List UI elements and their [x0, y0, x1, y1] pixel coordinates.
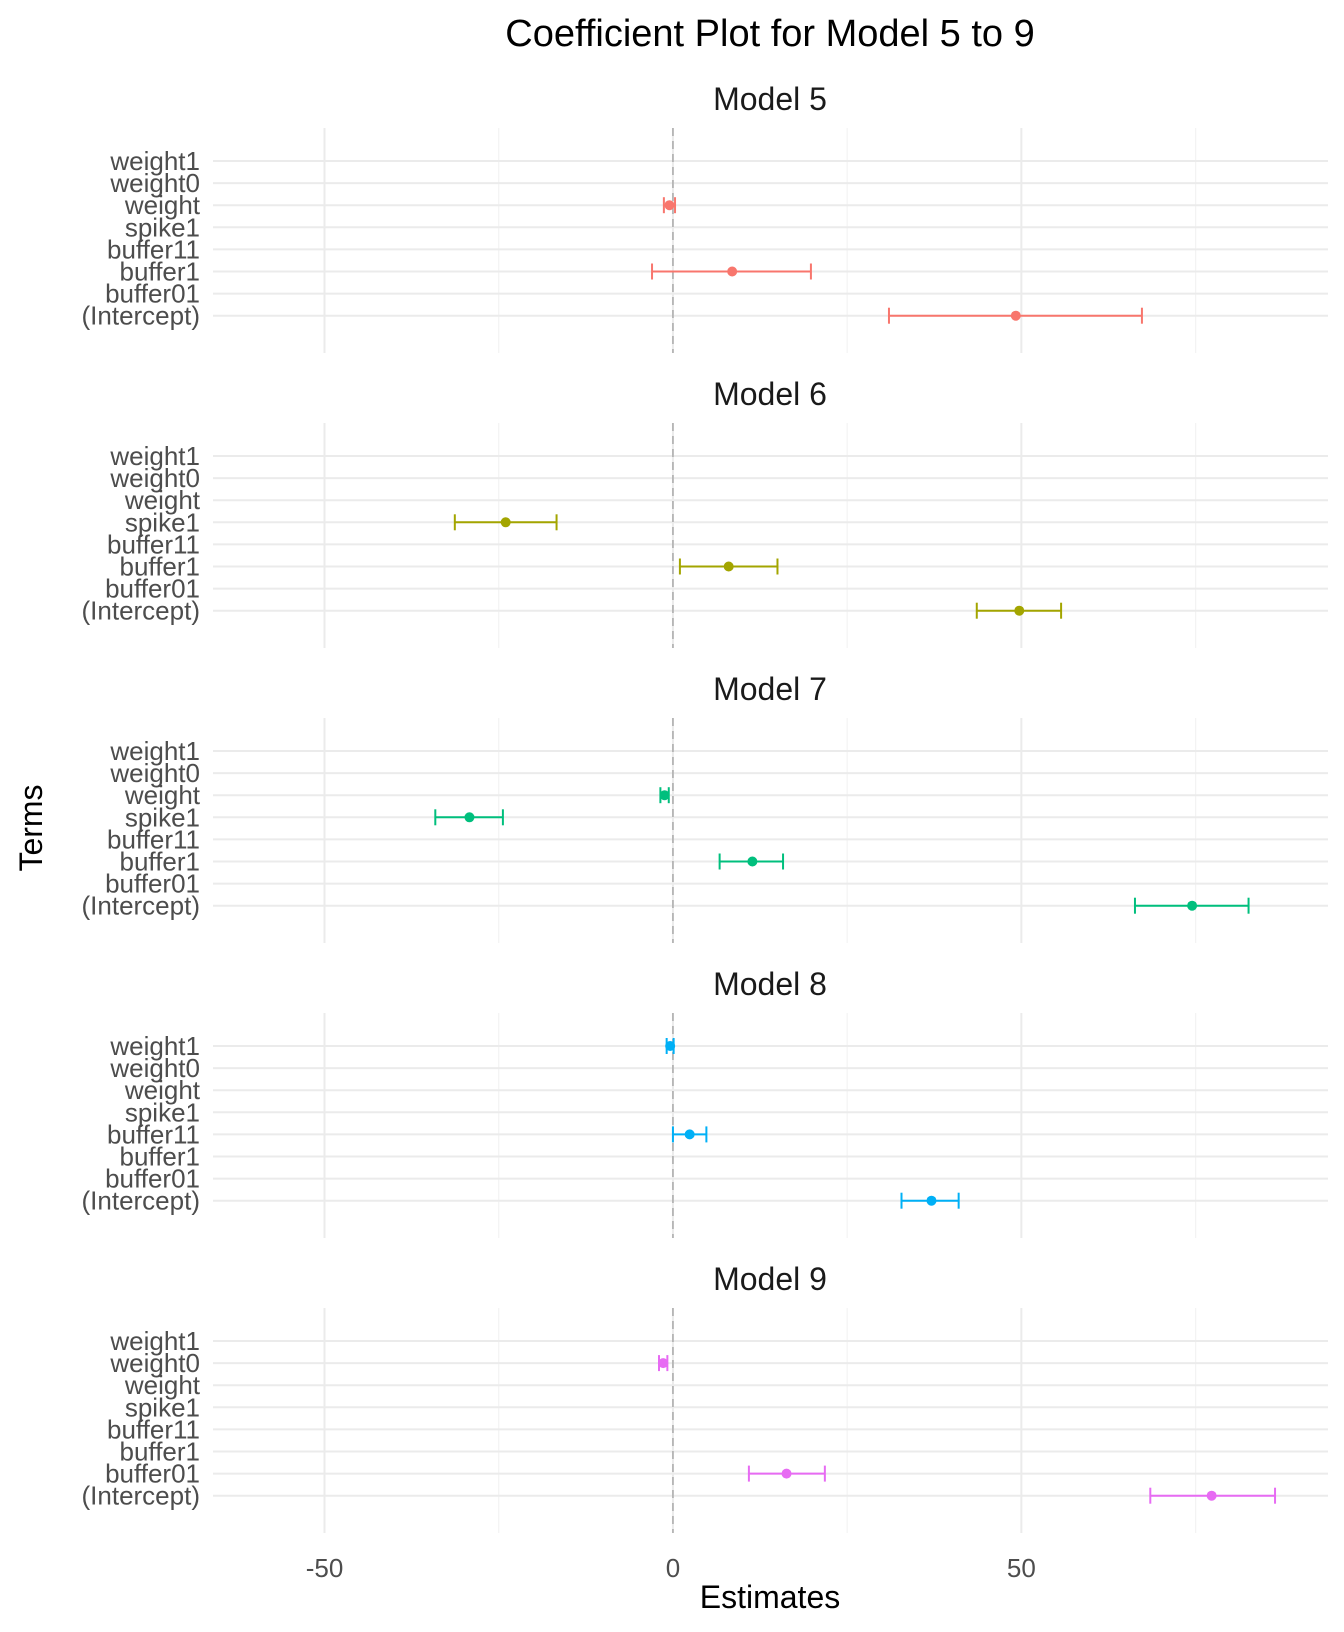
- estimate-point: [659, 790, 670, 801]
- term-label: buffer1: [120, 847, 200, 877]
- panel-title: Model 6: [713, 376, 827, 412]
- term-label: (Intercept): [82, 301, 201, 331]
- term-label: weight1: [109, 441, 200, 471]
- x-tick-label: -50: [306, 1553, 344, 1583]
- estimate-point: [658, 1358, 669, 1369]
- term-label: weight: [124, 1370, 201, 1400]
- estimate-point: [1014, 605, 1025, 616]
- term-label: spike1: [125, 1392, 200, 1422]
- x-tick-label: 0: [666, 1553, 680, 1583]
- panel-model-7: Model 7weight1weight0weightspike1buffer1…: [82, 671, 1328, 943]
- term-label: weight0: [109, 1348, 200, 1378]
- chart-title: Coefficient Plot for Model 5 to 9: [505, 13, 1034, 55]
- estimate-weight1: [665, 1038, 676, 1054]
- term-label: weight: [124, 1075, 201, 1105]
- panels-layer: Model 5weight1weight0weightspike1buffer1…: [82, 81, 1328, 1533]
- estimate-spike1: [434, 809, 504, 826]
- term-label: weight0: [109, 758, 200, 788]
- y-axis-title: Terms: [13, 784, 49, 871]
- panel-model-6: Model 6weight1weight0weightspike1buffer1…: [82, 376, 1328, 648]
- term-label: buffer11: [107, 234, 200, 264]
- estimate-point: [664, 200, 675, 211]
- term-label: spike1: [125, 1097, 200, 1127]
- term-label: weight1: [109, 146, 200, 176]
- estimate-point: [1187, 900, 1198, 911]
- estimate-intercept: [1149, 1487, 1277, 1504]
- term-label: buffer01: [105, 869, 200, 899]
- estimate-buffer11: [671, 1126, 708, 1143]
- term-label: spike1: [125, 802, 200, 832]
- estimate-spike1: [453, 514, 558, 531]
- panel-title: Model 5: [713, 81, 827, 117]
- estimate-buffer1: [678, 558, 779, 575]
- estimate-point: [747, 856, 758, 867]
- term-label: (Intercept): [82, 596, 201, 626]
- panel-title: Model 8: [713, 966, 827, 1002]
- term-label: buffer01: [105, 1164, 200, 1194]
- estimate-point: [1010, 310, 1021, 321]
- term-label: buffer1: [120, 1142, 200, 1172]
- panel-title: Model 7: [713, 671, 827, 707]
- panel-title: Model 9: [713, 1261, 827, 1297]
- term-label: weight0: [109, 463, 200, 493]
- term-label: weight1: [109, 1031, 200, 1061]
- term-label: buffer11: [107, 1414, 200, 1444]
- term-label: buffer1: [120, 552, 200, 582]
- term-label: weight0: [109, 1053, 200, 1083]
- term-label: (Intercept): [82, 1481, 201, 1511]
- term-label: buffer1: [120, 1437, 200, 1467]
- panel-model-5: Model 5weight1weight0weightspike1buffer1…: [82, 81, 1328, 353]
- estimate-point: [464, 812, 475, 823]
- estimate-buffer01: [747, 1465, 826, 1482]
- estimate-intercept: [900, 1192, 960, 1209]
- term-label: (Intercept): [82, 891, 201, 921]
- term-label: buffer01: [105, 574, 200, 604]
- estimate-intercept: [887, 307, 1143, 324]
- estimate-buffer1: [718, 853, 785, 870]
- estimate-point: [781, 1468, 792, 1479]
- term-label: weight1: [109, 1326, 200, 1356]
- term-label: spike1: [125, 212, 200, 242]
- estimate-point: [665, 1041, 676, 1051]
- estimate-point: [500, 517, 511, 528]
- estimate-intercept: [1133, 897, 1250, 914]
- term-label: buffer11: [107, 1119, 200, 1149]
- estimate-point: [1206, 1490, 1217, 1501]
- term-label: buffer1: [120, 257, 200, 287]
- term-label: weight1: [109, 736, 200, 766]
- x-tick-label: 50: [1007, 1553, 1036, 1583]
- estimate-point: [684, 1129, 695, 1140]
- term-label: buffer11: [107, 824, 200, 854]
- x-axis: -50 0 50: [306, 1553, 1036, 1583]
- estimate-weight0: [658, 1355, 669, 1372]
- x-axis-title: Estimates: [700, 1579, 840, 1615]
- estimate-buffer1: [651, 263, 812, 280]
- term-label: weight: [124, 780, 201, 810]
- estimate-weight: [662, 197, 677, 214]
- estimate-point: [723, 561, 734, 572]
- estimate-point: [727, 266, 738, 277]
- estimate-weight: [659, 787, 670, 804]
- term-label: weight: [124, 485, 201, 515]
- term-label: buffer01: [105, 1459, 200, 1489]
- term-label: buffer01: [105, 279, 200, 309]
- estimate-point: [926, 1195, 937, 1206]
- term-label: (Intercept): [82, 1186, 201, 1216]
- estimate-intercept: [975, 602, 1063, 619]
- panel-model-9: Model 9weight1weight0weightspike1buffer1…: [82, 1261, 1328, 1533]
- term-label: weight0: [109, 168, 200, 198]
- panel-model-8: Model 8weight1weight0weightspike1buffer1…: [82, 966, 1328, 1238]
- term-label: weight: [124, 190, 201, 220]
- term-label: buffer11: [107, 529, 200, 559]
- term-label: spike1: [125, 507, 200, 537]
